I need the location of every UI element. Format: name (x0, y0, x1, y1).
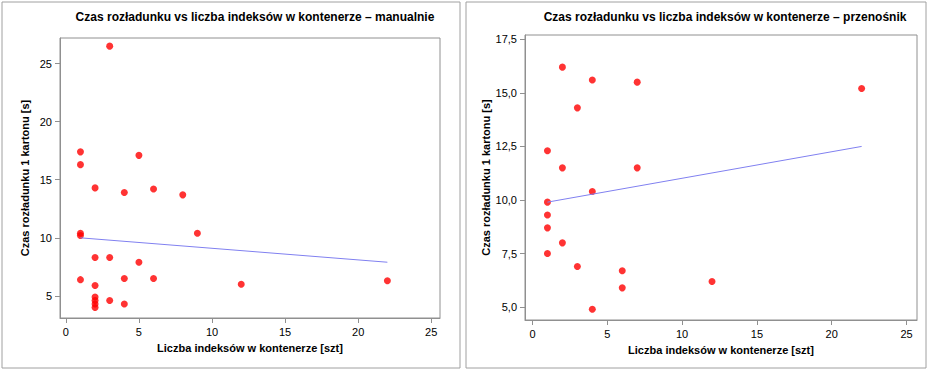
svg-text:Czas rozładunku vs liczba inde: Czas rozładunku vs liczba indeksów w kon… (544, 10, 907, 24)
svg-text:25: 25 (900, 328, 912, 340)
svg-text:12,5: 12,5 (496, 140, 517, 152)
svg-text:5: 5 (46, 290, 52, 302)
svg-text:10: 10 (676, 328, 688, 340)
svg-text:Czas rozładunku 1 kartonu [s]: Czas rozładunku 1 kartonu [s] (480, 99, 492, 256)
svg-text:0: 0 (63, 326, 69, 338)
svg-text:10: 10 (40, 232, 52, 244)
svg-text:15,0: 15,0 (496, 87, 517, 99)
svg-text:20: 20 (826, 328, 838, 340)
svg-text:5,0: 5,0 (502, 301, 517, 313)
svg-text:Liczba indeksów w kontenerze [: Liczba indeksów w kontenerze [szt] (157, 342, 343, 354)
svg-text:15: 15 (751, 328, 763, 340)
svg-text:5: 5 (604, 328, 610, 340)
svg-text:0: 0 (529, 328, 535, 340)
svg-text:Czas rozładunku 1 kartonu [s]: Czas rozładunku 1 kartonu [s] (19, 99, 31, 256)
svg-text:25: 25 (425, 326, 437, 338)
svg-text:20: 20 (40, 116, 52, 128)
svg-text:10,0: 10,0 (496, 194, 517, 206)
svg-text:10: 10 (206, 326, 218, 338)
svg-text:17,5: 17,5 (496, 33, 517, 45)
svg-text:25: 25 (40, 58, 52, 70)
svg-text:15: 15 (40, 174, 52, 186)
svg-text:7,5: 7,5 (502, 248, 517, 260)
svg-text:15: 15 (279, 326, 291, 338)
svg-text:Czas rozładunku vs liczba inde: Czas rozładunku vs liczba indeksów w kon… (76, 10, 435, 24)
svg-text:5: 5 (136, 326, 142, 338)
svg-text:Liczba indeksów w kontenerze [: Liczba indeksów w kontenerze [szt] (628, 344, 814, 356)
svg-text:20: 20 (352, 326, 364, 338)
